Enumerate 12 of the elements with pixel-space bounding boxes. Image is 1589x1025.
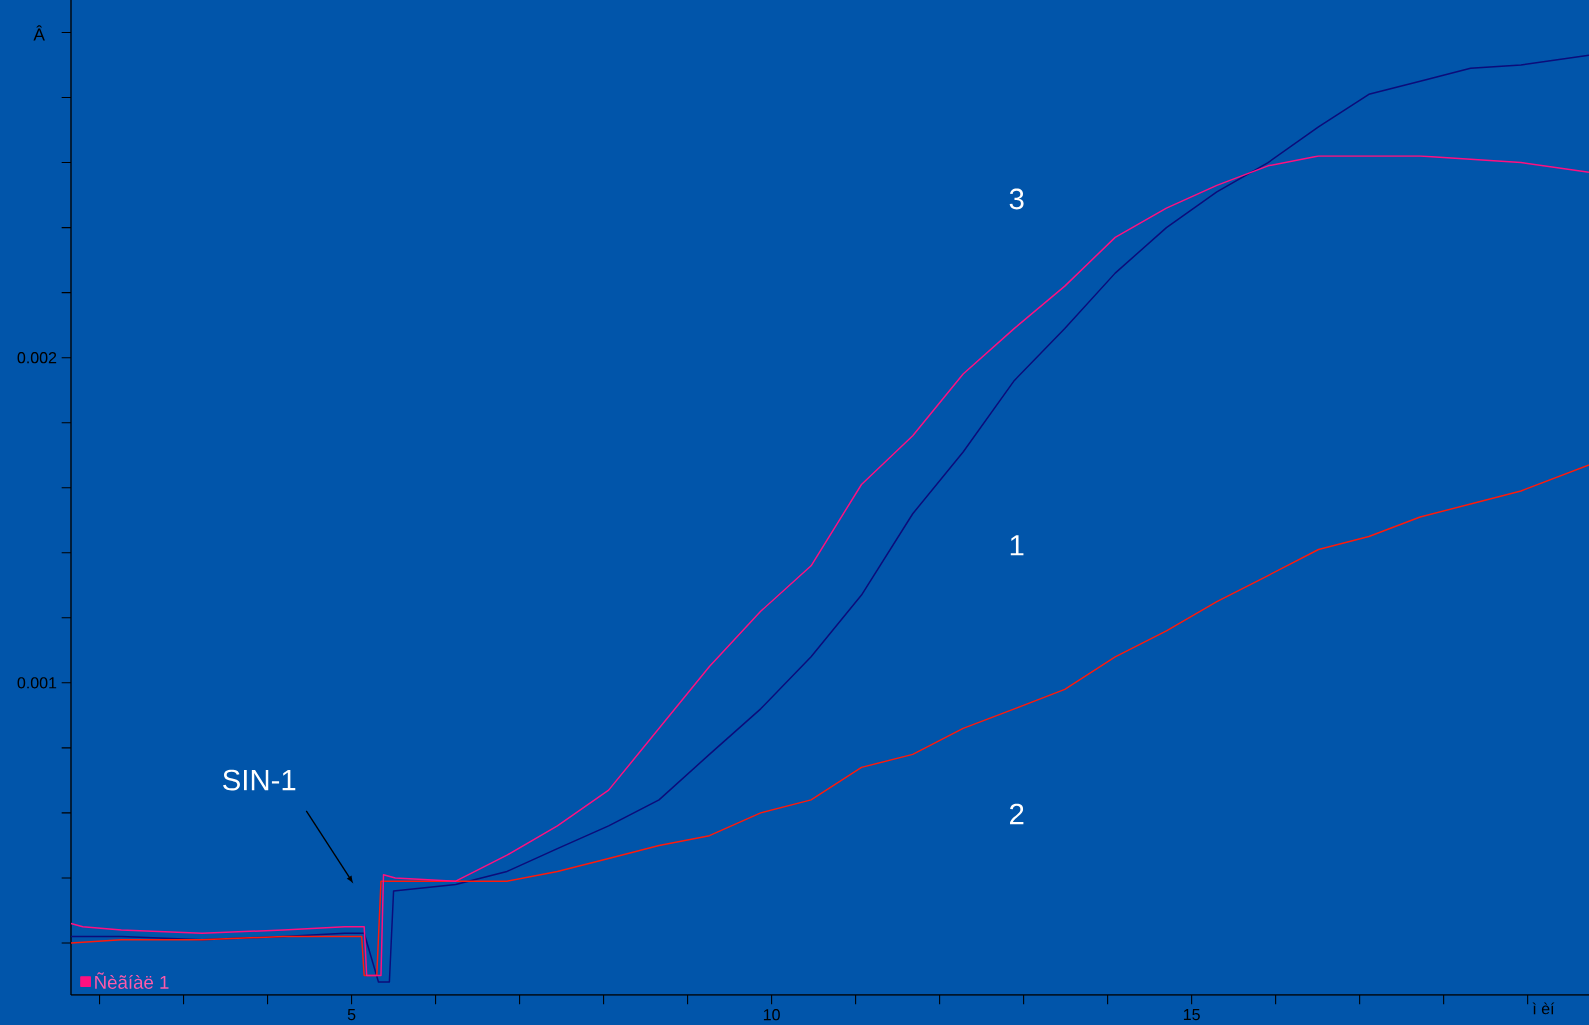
annotation: 3 (1009, 188, 1024, 210)
y-tick-label: 0.002 (17, 352, 57, 364)
legend-label: Ñèãíàë 1 (95, 972, 169, 989)
x-tick-label: 10 (763, 1009, 780, 1021)
x-axis-title: ì èí (1532, 1002, 1555, 1015)
x-tick-label: 5 (347, 1009, 356, 1021)
y-tick-label: 0.001 (17, 677, 57, 689)
x-tick-label: 15 (1183, 1009, 1200, 1021)
annotation: 2 (1010, 803, 1024, 825)
annotation: 1 (1010, 535, 1024, 556)
y-axis-title: Â (33, 25, 45, 41)
annotation: SIN-1 (223, 769, 296, 791)
